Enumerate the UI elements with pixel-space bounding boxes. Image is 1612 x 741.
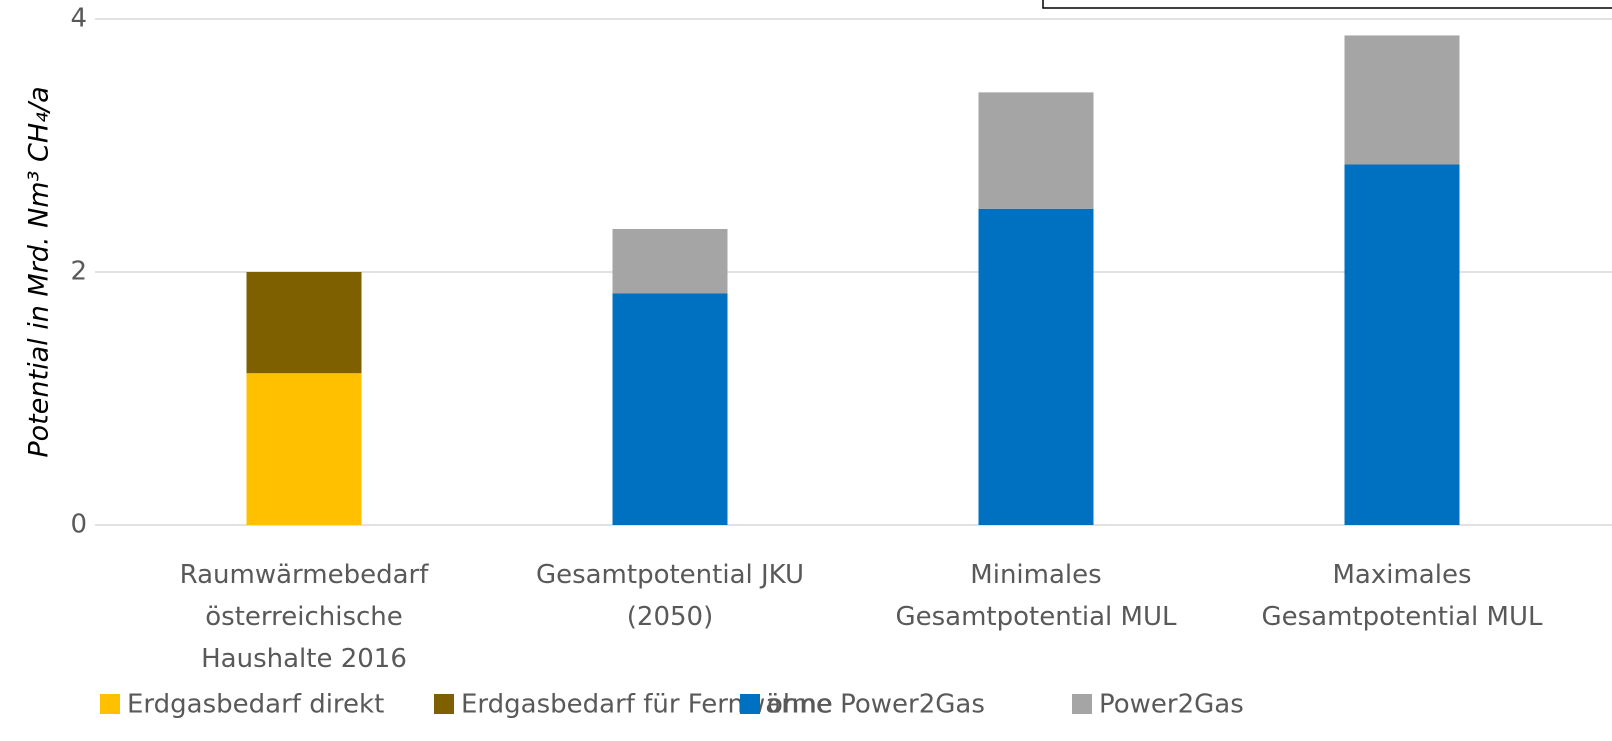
bar-segment xyxy=(1344,35,1460,165)
legend-label: Erdgasbedarf für Fernwärme xyxy=(461,690,833,720)
legend-swatch xyxy=(434,694,454,714)
bar-segment xyxy=(1344,164,1460,525)
legend-swatch xyxy=(1072,694,1092,714)
bar-segment xyxy=(612,293,728,525)
x-tick-label: Raumwärmebedarf österreichische Haushalt… xyxy=(179,560,429,674)
bar-segment xyxy=(978,92,1094,209)
x-tick-label: Maximales Gesamtpotential MUL xyxy=(1261,560,1543,632)
x-tick-label: Minimales Gesamtpotential MUL xyxy=(895,560,1177,632)
legend-swatch xyxy=(740,694,760,714)
bar-segment xyxy=(246,272,362,374)
y-tick-label: 4 xyxy=(70,4,87,34)
legend-label: Erdgasbedarf direkt xyxy=(127,690,384,720)
bar-segment xyxy=(246,373,362,525)
bar-segment xyxy=(612,228,728,294)
x-tick-label: Gesamtpotential JKU (2050) xyxy=(535,560,805,632)
legend-label: ohne Power2Gas xyxy=(767,690,985,720)
legend-swatch xyxy=(100,694,120,714)
bar-segment xyxy=(978,208,1094,525)
y-tick-label: 0 xyxy=(70,510,87,540)
y-axis-label: Potential in Mrd. Nm³ CH₄/a xyxy=(24,86,55,457)
legend-label: Power2Gas xyxy=(1099,690,1244,720)
annotation-box xyxy=(1042,0,1612,9)
y-tick-label: 2 xyxy=(70,257,87,287)
